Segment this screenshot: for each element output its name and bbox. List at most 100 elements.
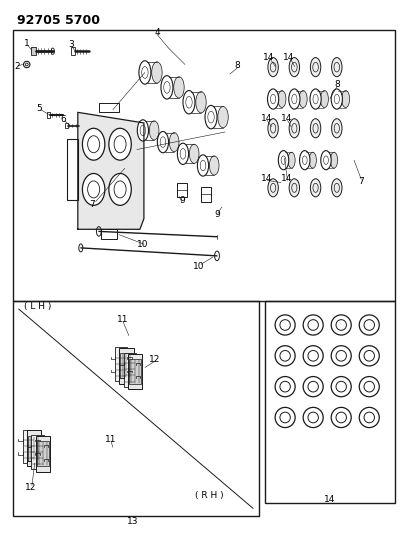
Text: 5: 5 [36,103,43,112]
Text: 11: 11 [117,315,128,324]
Ellipse shape [109,128,131,160]
Text: 1: 1 [24,39,30,48]
Text: 8: 8 [334,80,339,89]
Text: 14: 14 [280,174,292,183]
Bar [30,47,35,55]
Text: 14: 14 [260,114,271,123]
Ellipse shape [310,119,320,138]
Bar [120,353,132,378]
Ellipse shape [287,152,294,168]
Bar [101,229,117,239]
Ellipse shape [267,119,277,138]
Bar [65,124,67,128]
Bar [67,139,78,200]
Ellipse shape [82,173,105,205]
Bar [23,430,35,463]
Ellipse shape [310,58,320,77]
Ellipse shape [139,61,150,84]
Ellipse shape [149,121,158,140]
Ellipse shape [330,89,342,109]
Ellipse shape [205,106,217,129]
Ellipse shape [299,151,309,169]
Ellipse shape [267,179,277,197]
Ellipse shape [309,89,320,109]
Text: 14: 14 [260,174,271,183]
Ellipse shape [288,179,299,197]
Ellipse shape [267,89,278,109]
Ellipse shape [177,143,188,165]
Text: 2: 2 [14,62,20,71]
Ellipse shape [169,133,178,152]
Bar [71,47,75,55]
Text: 10: 10 [137,240,148,249]
Text: 12: 12 [25,482,36,491]
Bar [13,301,258,516]
Ellipse shape [151,62,162,83]
Ellipse shape [197,155,208,176]
Text: 12: 12 [149,355,160,364]
Ellipse shape [288,119,299,138]
Ellipse shape [209,156,219,175]
Text: 7: 7 [357,177,363,186]
Ellipse shape [331,119,341,138]
Bar [264,301,394,503]
Text: 14: 14 [283,53,294,62]
Ellipse shape [267,58,277,77]
Bar [13,30,394,301]
Ellipse shape [288,89,299,109]
Ellipse shape [182,91,194,114]
Polygon shape [78,112,144,229]
Ellipse shape [341,91,349,108]
Text: 7: 7 [89,200,94,209]
Ellipse shape [109,173,131,205]
Text: 10: 10 [193,262,204,271]
Text: 92705 5700: 92705 5700 [17,14,99,27]
Text: 9: 9 [179,196,185,205]
Text: 13: 13 [127,517,138,526]
Ellipse shape [310,179,320,197]
Bar [176,182,186,197]
Bar [47,112,50,118]
Text: 4: 4 [154,28,159,37]
Text: 6: 6 [61,115,66,124]
Ellipse shape [137,120,148,141]
Bar [31,435,44,469]
Bar [123,353,136,386]
Ellipse shape [320,91,328,108]
Ellipse shape [157,132,168,153]
Bar [115,348,127,381]
Bar [27,430,41,466]
Ellipse shape [82,128,105,160]
Ellipse shape [320,151,330,169]
Ellipse shape [308,152,316,168]
Ellipse shape [277,151,288,169]
Text: 8: 8 [234,61,239,70]
Polygon shape [30,47,35,55]
Bar [36,436,50,472]
Ellipse shape [298,91,306,108]
Bar [128,353,142,390]
Bar [129,359,141,384]
Bar [37,441,49,466]
Ellipse shape [173,77,184,98]
Text: ( L H ): ( L H ) [24,302,51,311]
Bar [119,348,133,384]
Ellipse shape [189,144,198,164]
Text: 14: 14 [280,114,292,123]
Ellipse shape [195,92,206,113]
Text: 9: 9 [214,211,219,220]
Bar [28,435,40,461]
Text: 14: 14 [263,53,274,62]
Ellipse shape [288,58,299,77]
Bar [200,187,211,201]
Text: 11: 11 [105,435,116,444]
Ellipse shape [331,179,341,197]
Ellipse shape [160,76,172,99]
Ellipse shape [277,91,285,108]
Bar [99,103,119,112]
Ellipse shape [330,152,337,168]
Text: 3: 3 [68,40,73,49]
Ellipse shape [217,107,228,128]
Text: 14: 14 [323,495,334,504]
Text: ( R H ): ( R H ) [194,490,223,499]
